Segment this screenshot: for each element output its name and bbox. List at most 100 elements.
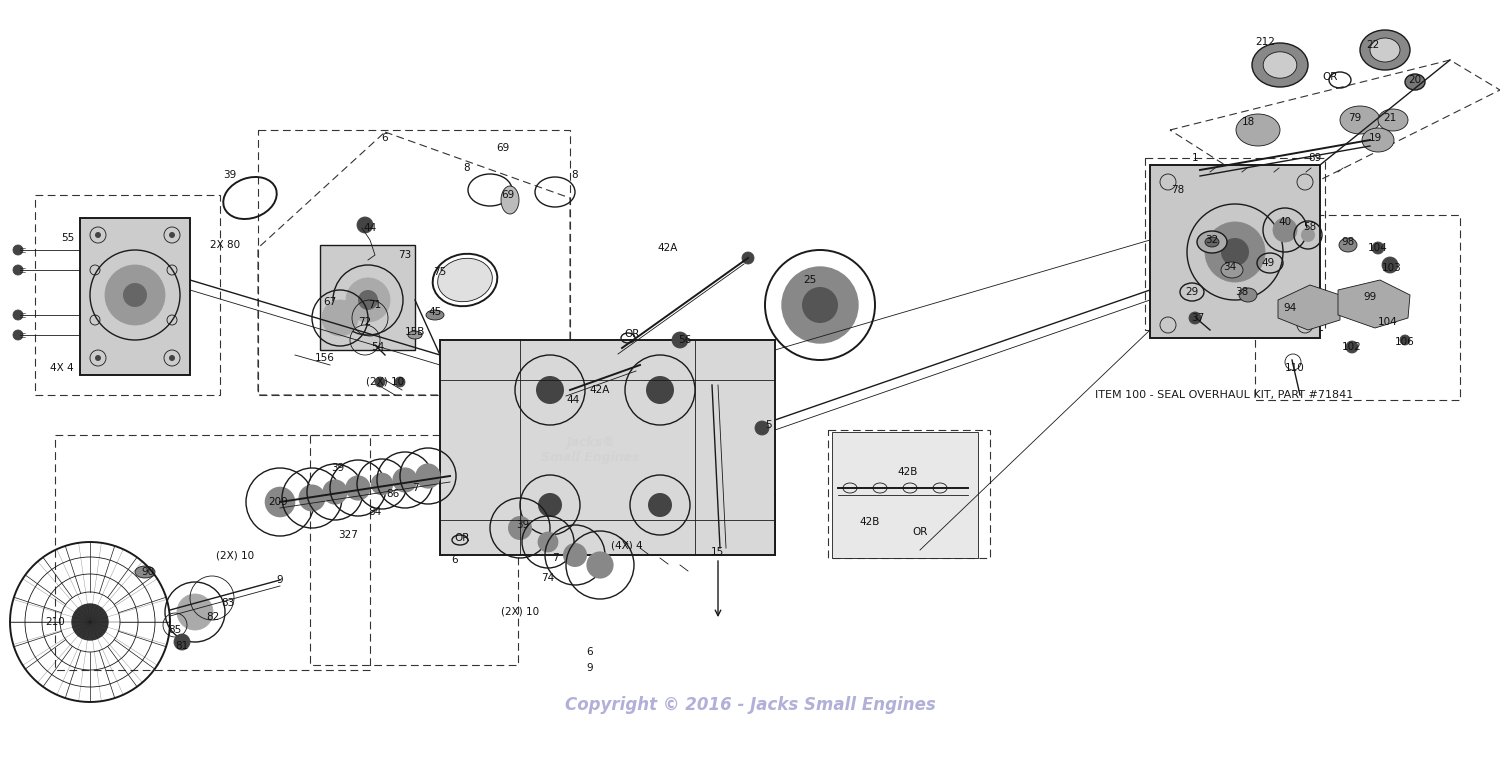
- Text: 6: 6: [381, 133, 388, 143]
- Ellipse shape: [1252, 43, 1308, 87]
- Text: 34: 34: [1224, 262, 1236, 272]
- Text: 38: 38: [1236, 287, 1248, 297]
- Circle shape: [370, 473, 393, 495]
- Text: 89: 89: [1308, 153, 1322, 163]
- Text: 85: 85: [168, 625, 182, 635]
- Circle shape: [1221, 238, 1250, 266]
- Polygon shape: [320, 245, 416, 350]
- Text: (2X) 10: (2X) 10: [366, 377, 404, 387]
- Text: 5: 5: [765, 420, 771, 430]
- Text: 39: 39: [224, 170, 237, 180]
- Circle shape: [416, 463, 441, 489]
- Text: OR: OR: [912, 527, 927, 537]
- Circle shape: [536, 376, 564, 404]
- Polygon shape: [440, 340, 776, 555]
- Circle shape: [13, 245, 22, 255]
- Circle shape: [94, 232, 100, 238]
- Text: 7: 7: [552, 553, 558, 563]
- Text: 83: 83: [222, 598, 234, 608]
- Text: 104: 104: [1378, 317, 1398, 327]
- Text: 29: 29: [1185, 287, 1198, 297]
- Text: 20: 20: [1408, 75, 1422, 85]
- Ellipse shape: [408, 331, 422, 339]
- Text: 106: 106: [1395, 337, 1414, 347]
- Circle shape: [123, 283, 147, 307]
- Text: 98: 98: [1341, 237, 1354, 247]
- Circle shape: [393, 468, 417, 493]
- Ellipse shape: [426, 310, 444, 320]
- Text: 40: 40: [1278, 217, 1292, 227]
- Circle shape: [357, 217, 374, 233]
- Polygon shape: [1338, 280, 1410, 328]
- Text: 19: 19: [1368, 133, 1382, 143]
- Ellipse shape: [135, 566, 154, 578]
- Text: 90: 90: [141, 567, 154, 577]
- Text: 25: 25: [804, 275, 816, 285]
- Text: 102: 102: [1342, 342, 1362, 352]
- Polygon shape: [1278, 285, 1340, 330]
- Circle shape: [672, 332, 688, 348]
- Circle shape: [177, 594, 213, 630]
- Text: 94: 94: [1284, 303, 1296, 313]
- Circle shape: [394, 377, 405, 387]
- Text: 110: 110: [1286, 363, 1305, 373]
- Text: 79: 79: [1348, 113, 1362, 123]
- Text: 18: 18: [1242, 117, 1254, 127]
- Ellipse shape: [501, 186, 519, 214]
- Circle shape: [358, 290, 378, 310]
- Text: 78: 78: [1172, 185, 1185, 195]
- Ellipse shape: [1221, 262, 1244, 278]
- Text: 39: 39: [516, 520, 530, 530]
- Polygon shape: [80, 218, 190, 375]
- Circle shape: [1372, 242, 1384, 254]
- Circle shape: [538, 493, 562, 517]
- Text: 37: 37: [1191, 313, 1204, 323]
- Text: 39: 39: [332, 463, 345, 473]
- Text: 81: 81: [176, 641, 189, 651]
- Text: 86: 86: [387, 489, 399, 499]
- Text: 54: 54: [372, 342, 384, 352]
- Ellipse shape: [1197, 231, 1227, 253]
- Text: 55: 55: [62, 233, 75, 243]
- Circle shape: [298, 484, 326, 512]
- Ellipse shape: [1370, 38, 1400, 62]
- Ellipse shape: [1340, 238, 1358, 252]
- Text: 73: 73: [399, 250, 411, 260]
- Circle shape: [537, 531, 558, 553]
- Circle shape: [648, 493, 672, 517]
- Text: 21: 21: [1383, 113, 1396, 123]
- Text: 9: 9: [586, 663, 594, 673]
- Text: 2X 80: 2X 80: [210, 240, 240, 250]
- Text: 327: 327: [338, 530, 358, 540]
- Text: 210: 210: [45, 617, 64, 627]
- Text: Copyright © 2016 - Jacks Small Engines: Copyright © 2016 - Jacks Small Engines: [564, 696, 936, 714]
- Text: 9: 9: [276, 575, 284, 585]
- Text: 6: 6: [452, 555, 459, 565]
- Circle shape: [322, 479, 348, 505]
- Text: 4X 4: 4X 4: [50, 363, 74, 373]
- Ellipse shape: [1263, 52, 1298, 78]
- Circle shape: [13, 310, 22, 320]
- Circle shape: [586, 551, 613, 578]
- Circle shape: [802, 287, 838, 323]
- Circle shape: [782, 267, 858, 343]
- Circle shape: [322, 300, 358, 336]
- Circle shape: [1346, 341, 1358, 353]
- Circle shape: [754, 421, 770, 435]
- Text: 44: 44: [567, 395, 579, 405]
- Text: (2X) 10: (2X) 10: [501, 607, 538, 617]
- Text: 69: 69: [496, 143, 510, 153]
- Text: 15: 15: [711, 547, 723, 557]
- Text: 22: 22: [1366, 40, 1380, 50]
- Text: 104: 104: [1368, 243, 1388, 253]
- Circle shape: [72, 604, 108, 640]
- Ellipse shape: [1362, 128, 1394, 152]
- Ellipse shape: [1204, 237, 1219, 247]
- Text: 71: 71: [369, 300, 381, 310]
- Text: 84: 84: [369, 507, 381, 517]
- Circle shape: [646, 376, 674, 404]
- Text: 69: 69: [501, 190, 515, 200]
- Text: 74: 74: [542, 573, 555, 583]
- Circle shape: [346, 278, 390, 322]
- Circle shape: [94, 355, 100, 361]
